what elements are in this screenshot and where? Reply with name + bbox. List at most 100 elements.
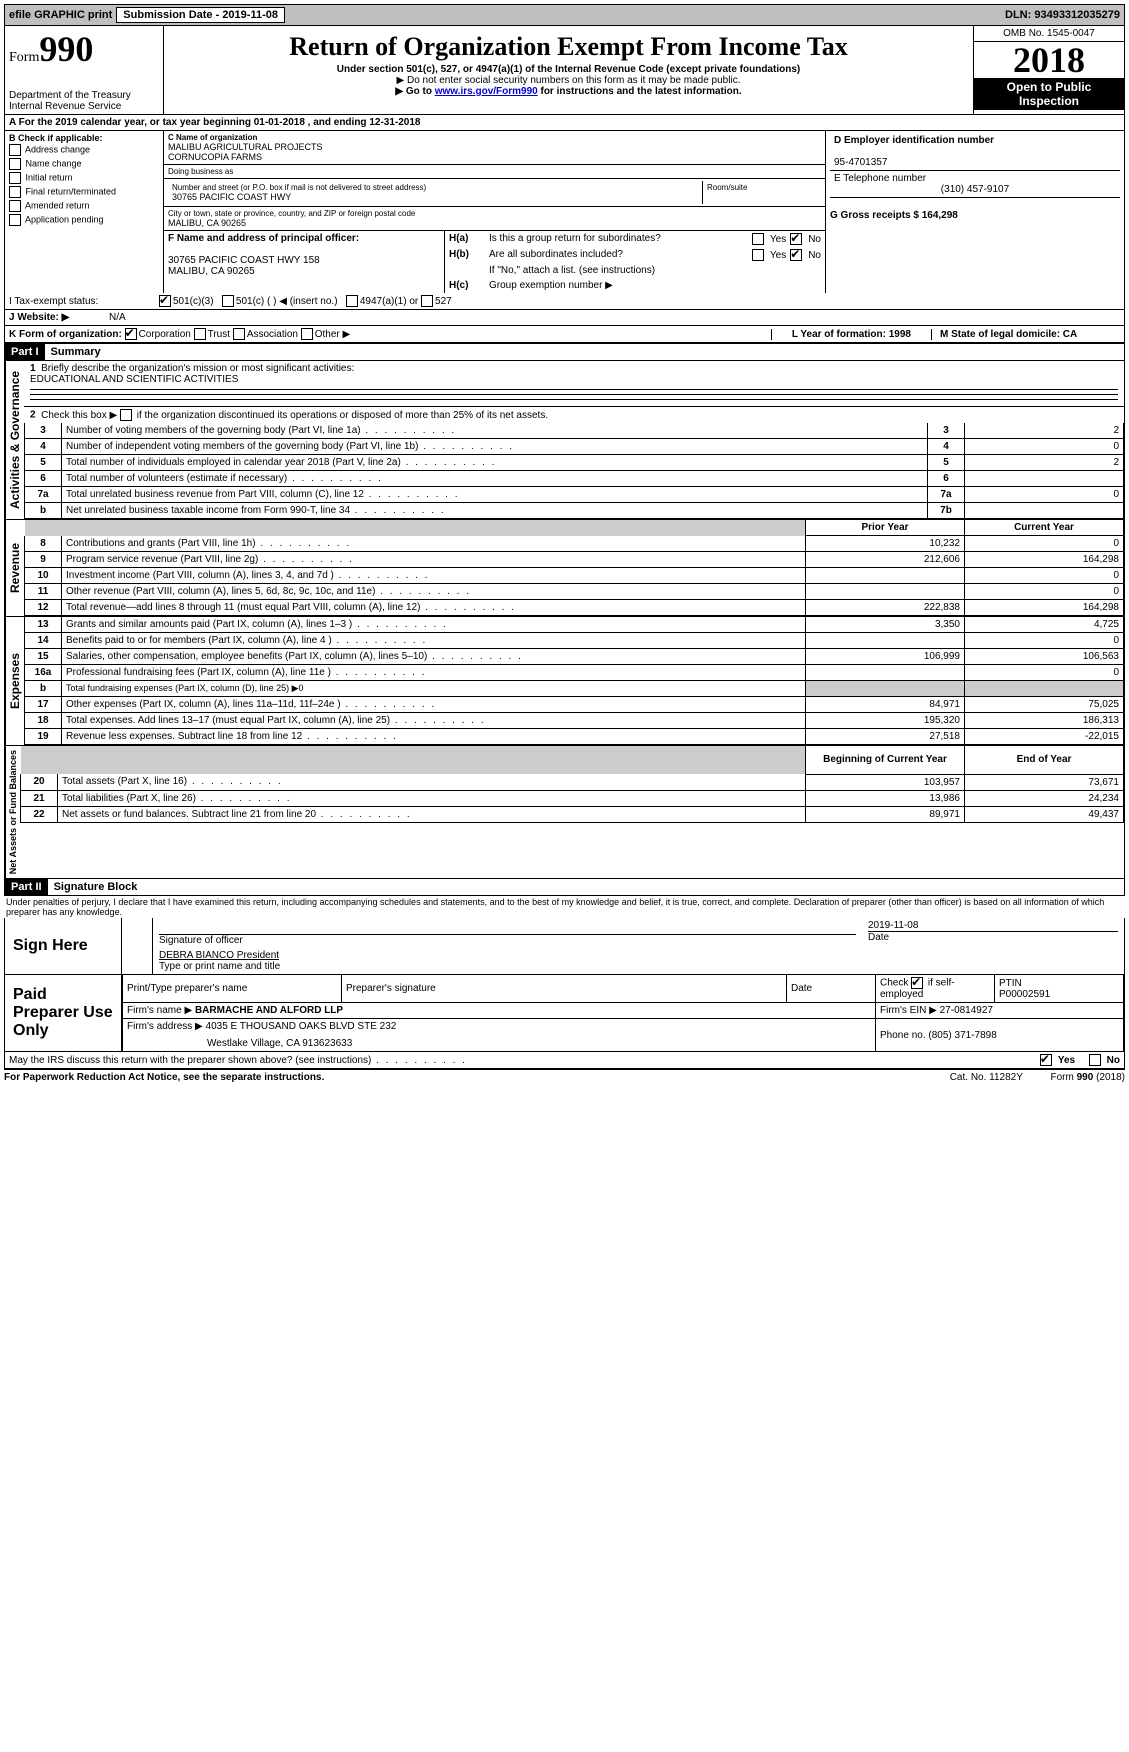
row-k: K Form of organization: Corporation Trus… [4, 326, 1125, 344]
mission-label: Briefly describe the organization's miss… [41, 363, 354, 374]
4947-checkbox[interactable] [346, 295, 358, 307]
ha-label: H(a) [449, 233, 489, 245]
form-subtitle: Under section 501(c), 527, or 4947(a)(1)… [168, 64, 969, 75]
col-b-item: Final return/terminated [9, 185, 159, 199]
part-ii-header: Part II Signature Block [4, 879, 1125, 896]
discuss-yes-checkbox[interactable] [1040, 1054, 1052, 1066]
firm-ein-value: 27-0814927 [940, 1005, 993, 1016]
col-b-title: B Check if applicable: [9, 133, 159, 143]
527-checkbox[interactable] [421, 295, 433, 307]
top-bar: efile GRAPHIC print Submission Date - 20… [4, 4, 1125, 26]
501c3-checkbox[interactable] [159, 295, 171, 307]
expenses-section: Expenses 13Grants and similar amounts pa… [4, 616, 1125, 745]
ein-value: 95-4701357 [834, 157, 1116, 168]
discuss-text: May the IRS discuss this return with the… [9, 1055, 467, 1066]
form-ref: Form 990 (2018) [1051, 1072, 1125, 1083]
table-row: 8Contributions and grants (Part VIII, li… [25, 536, 1124, 552]
prep-name-label: Print/Type preparer's name [123, 975, 342, 1003]
form-title: Return of Organization Exempt From Incom… [168, 32, 969, 62]
discuss-yes-label: Yes [1058, 1055, 1075, 1066]
colb-checkbox[interactable] [9, 172, 21, 184]
hb-yes-checkbox[interactable] [752, 249, 764, 261]
discuss-answer: Yes No [1040, 1054, 1120, 1066]
501c-checkbox[interactable] [222, 295, 234, 307]
goto-prefix: ▶ Go to [395, 86, 434, 97]
hb-no-checkbox[interactable] [790, 249, 802, 261]
tax-exempt-label: I Tax-exempt status: [9, 296, 159, 307]
table-row: 18Total expenses. Add lines 13–17 (must … [25, 713, 1124, 729]
discuss-no-checkbox[interactable] [1089, 1054, 1101, 1066]
firm-addr1: 4035 E THOUSAND OAKS BLVD STE 232 [206, 1021, 397, 1032]
ag-label: Activities & Governance [5, 361, 24, 519]
hb-label: H(b) [449, 249, 489, 261]
ptin-value: P00002591 [999, 989, 1050, 1000]
table-row: 16aProfessional fundraising fees (Part I… [25, 665, 1124, 681]
part-i-header: Part I Summary [4, 344, 1125, 361]
activities-governance: Activities & Governance 1 Briefly descri… [4, 361, 1125, 519]
table-row: bTotal fundraising expenses (Part IX, co… [25, 681, 1124, 697]
self-employed-cell: Check if self-employed [876, 975, 995, 1003]
ha-no-checkbox[interactable] [790, 233, 802, 245]
part-ii-title: Signature Block [48, 879, 144, 895]
form-number: Form990 [9, 28, 159, 70]
form-num: 990 [39, 29, 93, 69]
name-label: C Name of organization [168, 133, 821, 142]
ptin-label: PTIN [999, 978, 1022, 989]
perjury-text: Under penalties of perjury, I declare th… [4, 896, 1125, 918]
hc-label: H(c) [449, 280, 489, 291]
table-row: bNet unrelated business taxable income f… [25, 503, 1124, 519]
part-i-title: Summary [45, 344, 107, 360]
table-row: 5Total number of individuals employed in… [25, 455, 1124, 471]
street-value: 30765 PACIFIC COAST HWY [172, 192, 698, 202]
ha-yes-checkbox[interactable] [752, 233, 764, 245]
expenses-table: 13Grants and similar amounts paid (Part … [24, 617, 1124, 745]
expenses-label: Expenses [5, 617, 24, 745]
paperwork-notice: For Paperwork Reduction Act Notice, see … [4, 1072, 324, 1083]
paid-prep-label: Paid Preparer Use Only [5, 975, 122, 1051]
self-employed-checkbox[interactable] [911, 977, 923, 989]
boy-header: Beginning of Current Year [806, 746, 965, 774]
table-row: 21Total liabilities (Part X, line 26)13,… [21, 790, 1124, 806]
table-row: 13Grants and similar amounts paid (Part … [25, 617, 1124, 633]
dept-label: Department of the Treasury [9, 90, 159, 101]
yes-label-2: Yes [770, 250, 786, 261]
cat-no: Cat. No. 11282Y [950, 1072, 1023, 1083]
goto-note: ▶ Go to www.irs.gov/Form990 for instruct… [168, 86, 969, 97]
trust-checkbox[interactable] [194, 328, 206, 340]
firm-phone-cell: Phone no. (805) 371-7898 [876, 1019, 1124, 1052]
prep-sig-label: Preparer's signature [342, 975, 787, 1003]
entity-block: B Check if applicable: Address change Na… [4, 131, 1125, 293]
otp-line2: Inspection [976, 94, 1122, 108]
phone-value: (310) 457-9107 [834, 184, 1116, 195]
row-i: I Tax-exempt status: 501(c)(3) 501(c) ( … [4, 293, 1125, 310]
hb-note: If "No," attach a list. (see instruction… [445, 263, 825, 278]
colb-checkbox[interactable] [9, 158, 21, 170]
table-row: 22Net assets or fund balances. Subtract … [21, 806, 1124, 822]
prior-year-header: Prior Year [806, 520, 965, 536]
form-org-label: K Form of organization: [9, 329, 122, 340]
officer-name: DEBRA BIANCO President [159, 950, 1118, 961]
discontinued-checkbox[interactable] [120, 409, 132, 421]
other-checkbox[interactable] [301, 328, 313, 340]
colb-checkbox[interactable] [9, 214, 21, 226]
table-row: 14Benefits paid to or for members (Part … [25, 633, 1124, 649]
row-j: J Website: ▶ N/A [4, 310, 1125, 326]
website-value: N/A [109, 312, 126, 323]
ha-text: Is this a group return for subordinates? [489, 233, 752, 245]
eoy-header: End of Year [965, 746, 1124, 774]
phone-label: E Telephone number [834, 173, 1116, 184]
col-b-item: Amended return [9, 199, 159, 213]
current-year-header: Current Year [965, 520, 1124, 536]
assoc-checkbox[interactable] [233, 328, 245, 340]
colb-checkbox[interactable] [9, 186, 21, 198]
prep-phone-label: Phone no. [880, 1030, 926, 1041]
other-label: Other ▶ [315, 329, 350, 340]
submission-date: Submission Date - 2019-11-08 [116, 7, 285, 23]
hb-text: Are all subordinates included? [489, 249, 752, 261]
discuss-row: May the IRS discuss this return with the… [4, 1052, 1125, 1070]
colb-checkbox[interactable] [9, 200, 21, 212]
corp-checkbox[interactable] [125, 328, 137, 340]
irs-link[interactable]: www.irs.gov/Form990 [435, 86, 538, 97]
colb-checkbox[interactable] [9, 144, 21, 156]
room-label: Room/suite [707, 183, 817, 192]
